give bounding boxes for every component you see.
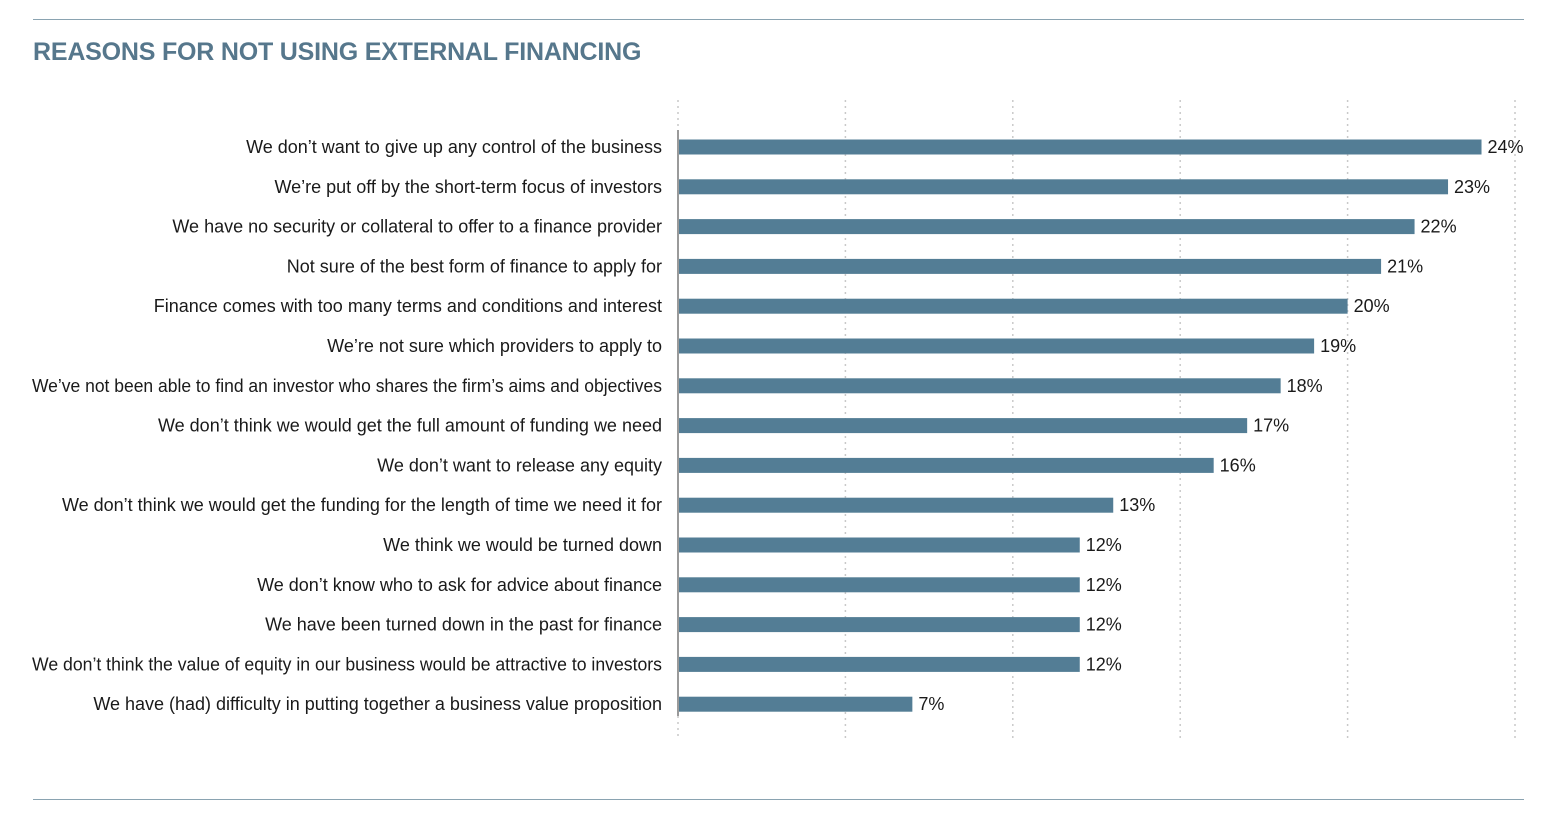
value-label: 19% (1320, 336, 1356, 356)
bars (678, 139, 1482, 712)
category-label: We don’t know who to ask for advice abou… (257, 575, 662, 595)
value-label: 13% (1119, 495, 1155, 515)
value-label: 12% (1086, 535, 1122, 555)
value-label: 24% (1488, 137, 1524, 157)
value-label: 7% (918, 694, 944, 714)
value-label: 18% (1287, 376, 1323, 396)
value-label: 22% (1421, 217, 1457, 237)
value-label: 12% (1086, 654, 1122, 674)
bar (678, 696, 913, 712)
bar (678, 497, 1114, 513)
bar (678, 219, 1415, 235)
category-label: We don’t think we would get the funding … (62, 495, 662, 515)
value-label: 16% (1220, 455, 1256, 475)
value-label: 17% (1253, 416, 1289, 436)
bar (678, 457, 1214, 473)
bar (678, 258, 1382, 274)
bar (678, 537, 1080, 553)
bar (678, 139, 1482, 155)
chart-title: REASONS FOR NOT USING EXTERNAL FINANCING (33, 38, 642, 66)
category-label: We’re put off by the short-term focus of… (274, 177, 662, 197)
category-label: Finance comes with too many terms and co… (154, 296, 662, 316)
category-label: We have (had) difficulty in putting toge… (93, 694, 662, 714)
category-label: We don’t want to release any equity (377, 455, 662, 475)
category-label: Not sure of the best form of finance to … (287, 256, 662, 276)
category-label: We have no security or collateral to off… (172, 217, 662, 237)
value-labels: 24% 23% 22% 21% 20% 19% 18% 17% 16% 13% 12% 12% 12% 1… (918, 137, 1523, 714)
category-label: We don’t want to give up any control of … (246, 137, 662, 157)
bar (678, 418, 1248, 434)
bar (678, 179, 1449, 195)
category-label: We’re not sure which providers to apply … (327, 336, 662, 356)
bar (678, 338, 1315, 354)
value-label: 21% (1387, 256, 1423, 276)
category-label: We don’t think we would get the full amo… (158, 416, 662, 436)
category-label: We think we would be turned down (383, 535, 662, 555)
value-label: 23% (1454, 177, 1490, 197)
value-label: 20% (1354, 296, 1390, 316)
bar (678, 656, 1080, 672)
bar (678, 298, 1348, 314)
value-label: 12% (1086, 575, 1122, 595)
bottom-divider (33, 799, 1524, 800)
category-labels: We don’t want to give up any control of … (32, 137, 662, 714)
value-label: 12% (1086, 615, 1122, 635)
category-label: We’ve not been able to find an investor … (32, 376, 662, 396)
category-label: We don’t think the value of equity in ou… (32, 654, 662, 674)
top-divider (33, 19, 1524, 20)
bar (678, 577, 1080, 593)
bar (678, 378, 1281, 394)
bar (678, 617, 1080, 633)
category-label: We have been turned down in the past for… (265, 615, 662, 635)
